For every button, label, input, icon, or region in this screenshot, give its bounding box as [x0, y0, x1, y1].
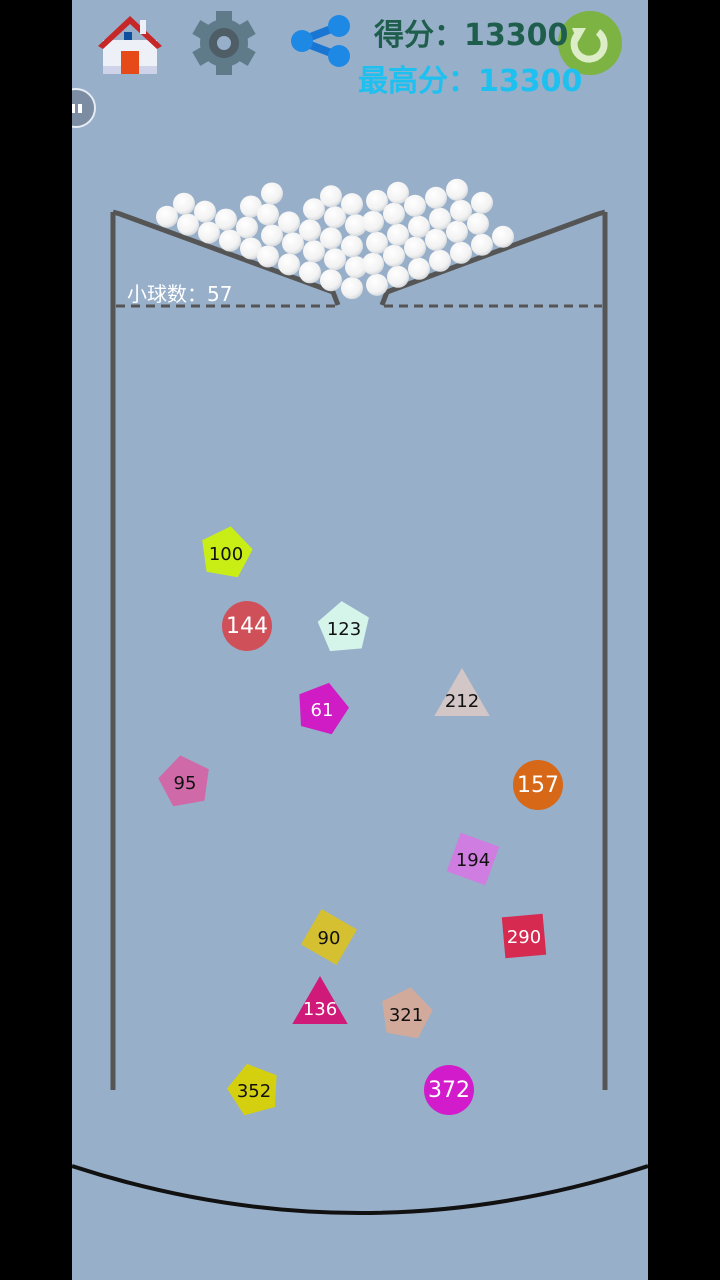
ball: [177, 213, 199, 236]
ball: [240, 237, 262, 260]
ball: [383, 244, 405, 267]
ball: [173, 192, 195, 215]
block-value: 290: [507, 927, 541, 948]
block-pentagon: 352: [227, 1063, 277, 1116]
ball: [345, 256, 367, 279]
ball: [257, 203, 279, 226]
block-value: 321: [389, 1005, 423, 1026]
ball: [366, 189, 388, 212]
ball: [215, 208, 237, 231]
home-icon[interactable]: [98, 16, 162, 74]
ball: [425, 186, 447, 209]
container-walls: [110, 209, 608, 1090]
ball: [303, 198, 325, 221]
ball: [299, 219, 321, 242]
ball: [341, 193, 363, 216]
ball: [341, 277, 363, 300]
ball: [198, 221, 220, 244]
block-circle: 372: [424, 1065, 474, 1115]
ball: [383, 202, 405, 225]
ball: [492, 225, 514, 248]
ball: [467, 212, 489, 235]
block-square: 290: [501, 913, 547, 959]
ball: [257, 245, 279, 268]
ball: [362, 252, 384, 275]
ball: [387, 223, 409, 246]
block-triangle: 136: [292, 976, 348, 1024]
game-canvas[interactable]: 100 144 123 61 212 95 157 194 90 290 136 321 352 372: [72, 0, 648, 1280]
ball: [324, 248, 346, 271]
block-pentagon: 95: [158, 755, 209, 807]
ball: [387, 181, 409, 204]
block-value: 144: [226, 614, 268, 639]
ball: [366, 231, 388, 254]
ball: [446, 178, 468, 201]
best-score-label: 最高分：13300: [358, 64, 583, 99]
ball: [156, 205, 178, 228]
ball: [240, 195, 262, 218]
share-icon[interactable]: [291, 15, 350, 67]
block-value: 212: [445, 691, 479, 712]
ball: [429, 207, 451, 230]
ball: [341, 235, 363, 258]
ball: [320, 185, 342, 208]
ball: [450, 199, 472, 222]
ball: [471, 233, 493, 256]
blocks: 100 144 123 61 212 95 157 194 90 290 136 321 352 372: [158, 526, 563, 1116]
ball: [471, 191, 493, 214]
ball: [299, 261, 321, 284]
ball: [282, 232, 304, 255]
ball: [320, 269, 342, 292]
ball: [261, 224, 283, 247]
block-value: 157: [517, 773, 559, 798]
ball: [324, 206, 346, 229]
block-value: 136: [303, 999, 337, 1020]
ball: [362, 210, 384, 233]
ball: [366, 273, 388, 296]
block-circle: 144: [222, 601, 272, 651]
block-value: 95: [174, 773, 197, 794]
block-value: 352: [237, 1081, 271, 1102]
score-label: 得分：13300: [374, 18, 569, 53]
ball: [320, 227, 342, 250]
ball: [303, 240, 325, 263]
block-value: 372: [428, 1078, 470, 1103]
ball: [219, 229, 241, 252]
game-area[interactable]: 100 144 123 61 212 95 157 194 90 290 136 321 352 372 …: [72, 0, 648, 1280]
block-value: 100: [209, 544, 243, 565]
floating-assistant-icon[interactable]: [72, 88, 96, 128]
block-value: 194: [456, 850, 490, 871]
block-value: 123: [327, 619, 361, 640]
block-triangle: 212: [434, 668, 490, 716]
ball-pile: [156, 178, 514, 300]
block-square: 194: [446, 832, 500, 886]
ball: [387, 265, 409, 288]
gear-icon[interactable]: [192, 11, 256, 75]
ball: [404, 194, 426, 217]
block-pentagon: 123: [317, 601, 369, 652]
ball: [429, 249, 451, 272]
block-pentagon: 321: [382, 987, 433, 1039]
block-value: 90: [318, 928, 341, 949]
bottom-curve: [72, 1164, 648, 1215]
ball: [446, 220, 468, 243]
block-value: 61: [311, 700, 334, 721]
ball: [408, 257, 430, 280]
block-square: 90: [301, 909, 357, 965]
block-pentagon: 100: [202, 526, 253, 578]
ball: [278, 253, 300, 276]
ball: [194, 200, 216, 223]
ball: [450, 241, 472, 264]
ball-count-label: 小球数：57: [127, 282, 233, 306]
ball: [404, 236, 426, 259]
block-circle: 157: [513, 760, 563, 810]
ball: [408, 215, 430, 238]
ball: [278, 211, 300, 234]
ball: [236, 216, 258, 239]
refresh-icon[interactable]: [558, 11, 622, 75]
block-pentagon: 61: [299, 682, 349, 735]
ball: [261, 182, 283, 205]
ball: [425, 228, 447, 251]
ball: [345, 214, 367, 237]
